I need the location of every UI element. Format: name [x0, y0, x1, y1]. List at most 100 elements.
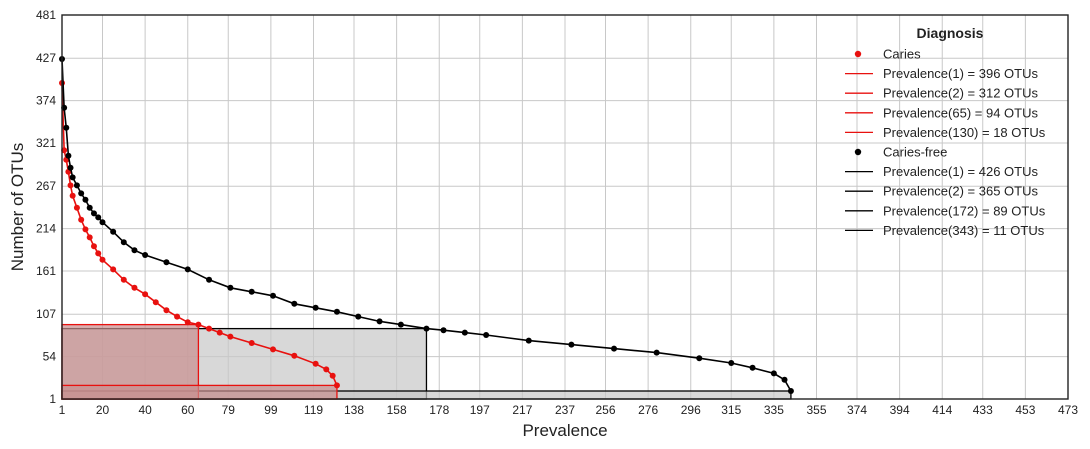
x-tick-label: 296	[681, 403, 701, 417]
data-point	[163, 307, 170, 314]
data-point	[69, 192, 76, 199]
data-point	[423, 325, 430, 332]
x-tick-label: 315	[721, 403, 741, 417]
data-point	[73, 182, 80, 189]
x-axis-label: Prevalence	[522, 421, 607, 440]
legend-entry-label: Caries-free	[883, 145, 947, 160]
data-point	[131, 284, 138, 291]
x-tick-label: 433	[973, 403, 993, 417]
data-point	[227, 333, 234, 340]
y-tick-label: 321	[36, 136, 56, 150]
legend-entry-label: Prevalence(65) = 94 OTUs	[883, 105, 1038, 120]
legend-entry-label: Prevalence(1) = 426 OTUs	[883, 164, 1038, 179]
data-point	[82, 226, 89, 233]
y-tick-label: 161	[36, 264, 56, 278]
data-point	[291, 352, 298, 359]
x-tick-label: 138	[344, 403, 364, 417]
legend-entry-label: Prevalence(2) = 312 OTUs	[883, 86, 1038, 101]
reference-box	[61, 384, 338, 400]
legend-entry-label: Prevalence(1) = 396 OTUs	[883, 66, 1038, 81]
x-tick-label: 453	[1015, 403, 1035, 417]
data-point	[120, 239, 127, 246]
data-point	[333, 382, 340, 389]
data-point	[461, 329, 468, 336]
data-point	[568, 341, 575, 348]
data-point	[184, 319, 191, 326]
x-tick-label: 237	[555, 403, 575, 417]
data-point	[333, 308, 340, 315]
data-point	[67, 164, 74, 171]
data-point	[110, 266, 117, 273]
y-tick-label: 54	[43, 350, 57, 364]
data-point	[174, 313, 181, 320]
y-tick-label: 214	[36, 222, 56, 236]
x-tick-label: 79	[222, 403, 236, 417]
x-tick-label: 374	[847, 403, 867, 417]
x-tick-label: 178	[429, 403, 449, 417]
y-tick-label: 481	[36, 8, 56, 22]
x-tick-label: 394	[890, 403, 910, 417]
data-point	[323, 366, 330, 373]
y-tick-label: 1	[49, 392, 56, 406]
data-point	[329, 372, 336, 379]
data-point	[120, 276, 127, 283]
data-point	[376, 318, 383, 325]
data-point	[95, 214, 102, 221]
y-tick-label: 374	[36, 94, 56, 108]
x-tick-label: 217	[512, 403, 532, 417]
legend-entry-label: Caries	[883, 47, 921, 62]
data-point	[86, 234, 93, 241]
data-point	[78, 190, 85, 197]
data-point	[696, 355, 703, 362]
data-point	[195, 321, 202, 328]
data-point	[248, 340, 255, 346]
data-point	[397, 321, 404, 328]
data-point	[99, 256, 106, 263]
data-point	[63, 124, 70, 131]
data-point	[86, 204, 93, 211]
data-point	[781, 376, 788, 383]
data-point	[142, 252, 149, 258]
x-tick-label: 256	[595, 403, 615, 417]
x-tick-label: 414	[932, 403, 952, 417]
data-point	[355, 313, 362, 320]
data-point	[728, 360, 735, 366]
data-point	[749, 364, 756, 371]
x-tick-label: 20	[96, 403, 110, 417]
data-point	[78, 216, 85, 223]
data-point	[216, 329, 223, 336]
data-point	[69, 174, 76, 181]
data-point	[99, 219, 106, 226]
data-point	[227, 284, 234, 291]
y-axis-label: Number of OTUs	[8, 143, 27, 271]
legend-entry-label: Prevalence(172) = 89 OTUs	[883, 203, 1046, 218]
x-tick-label: 355	[806, 403, 826, 417]
y-tick-label: 267	[36, 179, 56, 193]
legend-entry-label: Prevalence(130) = 18 OTUs	[883, 125, 1046, 140]
data-point	[270, 346, 277, 353]
data-point	[653, 349, 660, 356]
data-point	[152, 299, 159, 306]
x-tick-label: 99	[264, 403, 278, 417]
data-point	[131, 247, 138, 254]
data-point	[787, 388, 794, 394]
data-point	[206, 325, 213, 332]
data-point	[770, 370, 777, 377]
x-tick-label: 197	[470, 403, 490, 417]
data-point	[90, 243, 97, 250]
x-tick-label: 158	[387, 403, 407, 417]
data-point	[440, 327, 447, 334]
x-tick-label: 335	[764, 403, 784, 417]
data-point	[82, 196, 89, 203]
y-tick-label: 427	[36, 51, 56, 65]
data-point	[248, 288, 255, 295]
data-point	[270, 292, 277, 299]
plot-frame	[61, 14, 1069, 400]
data-point	[291, 300, 298, 307]
data-point	[483, 332, 490, 338]
x-tick-label: 60	[181, 403, 195, 417]
data-point	[525, 337, 532, 344]
x-tick-label: 40	[138, 403, 152, 417]
data-point	[95, 250, 102, 257]
